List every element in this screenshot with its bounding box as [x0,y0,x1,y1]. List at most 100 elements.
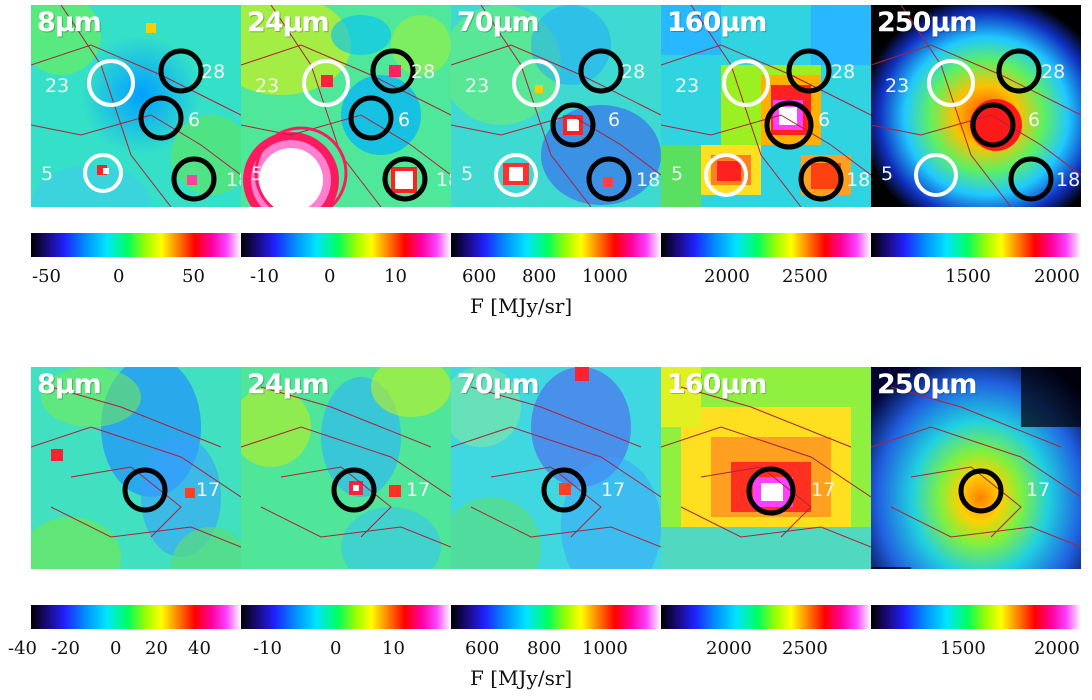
tick-label: 600 [462,266,497,287]
colorbar [661,605,871,629]
top-panel-250um: 250µm 23 28 6 5 18 [871,5,1081,207]
top-24um-map [241,5,451,207]
colorbar [241,233,451,257]
bottom-panel-250um: 250µm 17 [871,367,1081,569]
tick-label: -50 [32,266,61,287]
source-label: 5 [671,163,684,185]
colorbar [661,233,871,257]
tick-label: -10 [250,266,279,287]
tick-label: 10 [384,266,407,287]
top-panel-70um: 70µm 23 28 6 5 18 [451,5,661,207]
colorbar [31,605,241,629]
source-label: 17 [196,479,221,501]
tick-label: 800 [527,638,562,659]
panel-wavelength: 8µm [37,369,102,400]
panel-wavelength: 24µm [247,369,330,400]
source-label: 23 [255,75,280,97]
tick-label: 1000 [582,266,628,287]
source-label: 23 [885,75,910,97]
source-label: 23 [465,75,490,97]
tick-label: 800 [522,266,557,287]
bottom-panel-70um: 70µm 17 [451,367,661,569]
top-160um-map [661,5,871,207]
source-label: 17 [406,479,431,501]
tick-label: 20 [145,638,168,659]
top-panel-8um: 8µm 23 28 6 5 18 [31,5,241,207]
colorbar [871,233,1081,257]
tick-label: 40 [188,638,211,659]
source-label: 17 [1026,479,1051,501]
colorbar [31,233,241,257]
source-label: 6 [188,109,201,131]
tick-label: 1500 [940,638,986,659]
source-label: 18 [846,169,871,191]
top-8um-map [31,5,241,207]
source-label: 18 [1056,169,1081,191]
tick-label: 10 [382,638,405,659]
top-panel-24um: 24µm 23 28 6 5 18 [241,5,451,207]
tick-label: 1000 [582,638,628,659]
tick-label: -20 [51,638,80,659]
tick-label: -40 [8,638,37,659]
bottom-panel-160um: 160µm 17 [661,367,871,569]
colorbar [871,605,1081,629]
bottom-panel-8um: 8µm 17 [31,367,241,569]
source-label: 18 [226,169,241,191]
bottom-250um-map [871,367,1081,569]
panel-wavelength: 160µm [667,7,767,38]
bottom-160um-map [661,367,871,569]
source-label: 5 [461,163,474,185]
top-70um-map [451,5,661,207]
source-label: 28 [621,61,646,83]
tick-label: 2000 [1034,266,1080,287]
tick-label: 0 [113,266,125,287]
bottom-24um-map [241,367,451,569]
source-label: 28 [411,61,436,83]
source-label: 17 [811,479,836,501]
panel-wavelength: 24µm [247,7,330,38]
axis-label: F [MJy/sr] [470,666,573,690]
tick-label: 1500 [945,266,991,287]
bottom-8um-map [31,367,241,569]
source-label: 5 [251,163,264,185]
source-label: 28 [1041,61,1066,83]
source-label: 23 [45,75,70,97]
panel-wavelength: 250µm [877,7,977,38]
source-label: 6 [818,109,831,131]
panel-wavelength: 70µm [457,7,540,38]
tick-label: 0 [110,638,122,659]
panel-wavelength: 70µm [457,369,540,400]
source-label: 17 [601,479,626,501]
source-label: 23 [675,75,700,97]
colorbar [241,605,451,629]
bottom-panel-24um: 24µm 17 [241,367,451,569]
tick-label: 50 [182,266,205,287]
tick-label: 2000 [706,638,752,659]
source-label: 5 [41,163,54,185]
axis-label: F [MJy/sr] [470,294,573,318]
tick-label: -10 [253,638,282,659]
source-label: 18 [436,169,451,191]
tick-label: 0 [330,638,342,659]
source-label: 6 [1028,109,1041,131]
colorbar [451,605,661,629]
colorbar [451,233,661,257]
source-label: 28 [201,61,226,83]
source-label: 6 [608,109,621,131]
panel-wavelength: 250µm [877,369,977,400]
tick-label: 2000 [1034,638,1080,659]
tick-label: 0 [324,266,336,287]
panel-wavelength: 8µm [37,7,102,38]
tick-label: 2000 [704,266,750,287]
tick-label: 2500 [782,638,828,659]
source-label: 6 [398,109,411,131]
top-250um-map [871,5,1081,207]
tick-label: 2500 [782,266,828,287]
bottom-70um-map [451,367,661,569]
tick-label: 600 [465,638,500,659]
source-label: 5 [881,163,894,185]
source-label: 18 [636,169,661,191]
panel-wavelength: 160µm [667,369,767,400]
top-panel-160um: 160µm 23 28 6 5 18 [661,5,871,207]
source-label: 28 [831,61,856,83]
